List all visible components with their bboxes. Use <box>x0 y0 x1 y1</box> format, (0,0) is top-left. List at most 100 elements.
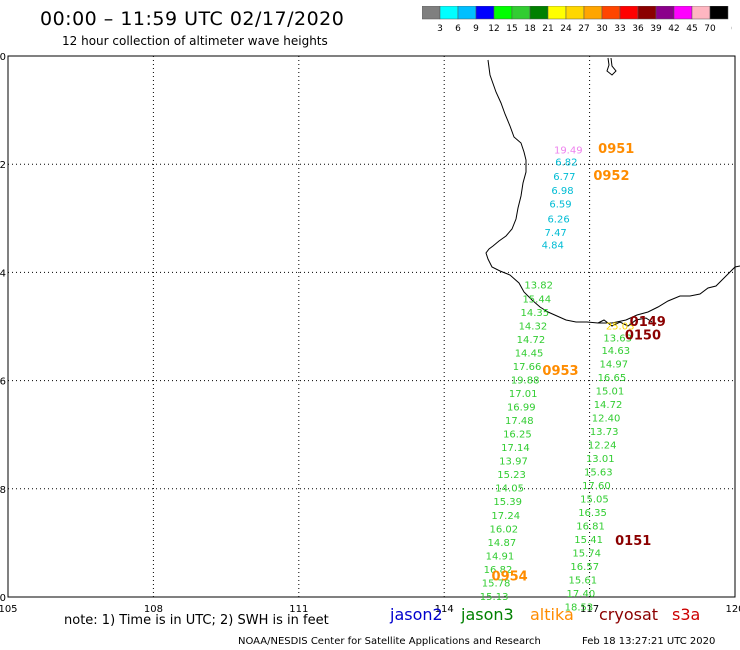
swh-label-jason3: 17.40 <box>567 589 596 600</box>
generated-timestamp: Feb 18 13:27:21 UTC 2020 <box>582 636 716 647</box>
swh-label-altika: 16.99 <box>507 403 536 414</box>
swh-label-altika: 14.72 <box>517 335 546 346</box>
swh-label-jason3: 15.01 <box>596 386 625 397</box>
coastline-west-australia <box>485 59 740 324</box>
swh-label-jason3: 15.63 <box>584 467 613 478</box>
map-frame <box>7 55 736 598</box>
map-subtitle: 12 hour collection of altimeter wave hei… <box>62 34 328 48</box>
swh-label-jason3: 14.97 <box>600 359 629 370</box>
colorbar-tick-label: 15 <box>506 24 517 34</box>
swh-label-altika: 14.45 <box>515 348 544 359</box>
swh-label-altika: 13.82 <box>524 280 553 291</box>
colorbar-tick-label: 27 <box>578 24 589 34</box>
swh-label-altika: 15.13 <box>480 592 509 603</box>
colorbar-tick-label: 33 <box>614 24 625 34</box>
swh-label-altika: 14.35 <box>521 308 550 319</box>
pass-time-label: 0951 <box>598 142 634 157</box>
swh-label-altika: 6.77 <box>553 172 575 183</box>
pass-time-label: 0954 <box>492 569 528 584</box>
swh-label-cryosat: 19.49 <box>554 146 583 157</box>
pass-time-label: 0151 <box>615 534 651 549</box>
swh-label-altika: 6.82 <box>555 157 577 168</box>
swh-label-altika: 6.26 <box>547 214 569 225</box>
swh-label-jason3: 13.63 <box>603 333 632 344</box>
swh-label-altika: 15.39 <box>493 497 522 508</box>
colorbar-swatch <box>709 6 729 20</box>
swh-label-jason3: 13.01 <box>586 454 615 465</box>
lat-tick-label: -32 <box>0 160 6 171</box>
pass-time-label: 0953 <box>542 364 578 379</box>
lon-tick-label: 117 <box>580 604 599 615</box>
swh-label-jason3: 15.74 <box>572 549 601 560</box>
swh-label-jason3: 13.73 <box>590 427 619 438</box>
swh-label-altika: 16.25 <box>503 430 532 441</box>
altimeter-tracks: 19.496.82 6.77 6.98 6.59 6.26 7.474.84 13.82 15… <box>480 146 635 614</box>
swh-label-jason3: 16.65 <box>598 373 627 384</box>
swh-label-jason3: 15.61 <box>568 576 597 587</box>
swh-label-altika: 17.48 <box>505 416 534 427</box>
swh-label-cryosat: 25.03 <box>606 321 635 332</box>
map-grid: 105 108 111 114 117 120 -30 -32 -34 -36 -38 -40 <box>0 52 740 615</box>
colorbar-tick-label: 3 <box>437 24 443 34</box>
swh-label-altika: 14.05 <box>495 484 524 495</box>
legend-jason3: jason3 <box>461 605 514 624</box>
legend-cryosat: cryosat <box>599 605 659 624</box>
swh-label-altika: 16.02 <box>489 524 518 535</box>
swh-label-jason3: 15.41 <box>574 535 603 546</box>
swh-label-altika: 17.01 <box>509 389 538 400</box>
swh-label-altika: 14.32 <box>519 321 548 332</box>
swh-label-jason3: 15.05 <box>580 495 609 506</box>
colorbar-unit: (ft) <box>731 24 732 34</box>
colorbar-tick-label: 30 <box>596 24 608 34</box>
swh-label-jason3: 16.81 <box>576 522 605 533</box>
map-title: 00:00 – 11:59 UTC 02/17/2020 <box>40 8 345 30</box>
swh-label-altika: 14.91 <box>486 551 515 562</box>
swh-label-altika: 17.14 <box>501 443 530 454</box>
swh-label-altika: 15.23 <box>497 470 526 481</box>
lat-tick-label: -36 <box>0 377 6 388</box>
colorbar-tick-label: 24 <box>560 24 572 34</box>
lon-tick-label: 105 <box>0 604 18 615</box>
swh-label-altika: 6.59 <box>549 200 571 211</box>
swh-label-altika: 4.84 <box>542 240 564 251</box>
swh-label-altika: 15.78 <box>482 578 511 589</box>
swh-label-altika: 6.98 <box>551 186 573 197</box>
colorbar-tick-label: 12 <box>488 24 499 34</box>
lon-tick-label: 108 <box>144 604 163 615</box>
colorbar-tick-label: 42 <box>668 24 679 34</box>
swh-label-altika: 16.82 <box>484 565 513 576</box>
legend-altika: altika <box>530 605 574 624</box>
swh-label-altika: 19.88 <box>511 376 540 387</box>
swh-label-jason3: 16.57 <box>570 562 599 573</box>
swh-label-jason3: 18.53 <box>565 603 594 614</box>
coastline <box>485 57 740 327</box>
swh-label-altika: 17.24 <box>491 511 520 522</box>
colorbar-tick-label: 9 <box>473 24 479 34</box>
coastline-inlet <box>606 57 617 76</box>
lon-tick-label: 120 <box>725 604 740 615</box>
swh-label-altika: 7.47 <box>545 228 567 239</box>
swh-label-jason3: 17.60 <box>582 481 611 492</box>
swh-label-jason3: 12.40 <box>592 413 621 424</box>
legend-jason2: jason2 <box>390 605 443 624</box>
lon-tick-label: 111 <box>289 604 308 615</box>
pass-time-label: 0952 <box>593 169 629 184</box>
colorbar-tick-label: 39 <box>650 24 662 34</box>
credit-line: NOAA/NESDIS Center for Satellite Applica… <box>238 636 541 647</box>
lat-tick-label: -30 <box>0 52 6 63</box>
coastline-south-detail <box>597 317 653 327</box>
pass-time-label: 0149 <box>630 315 666 330</box>
swh-label-jason3: 14.63 <box>601 346 630 357</box>
colorbar-tick-label: 45 <box>686 24 697 34</box>
colorbar-tick-label: 36 <box>632 24 644 34</box>
swh-label-jason3: 16.35 <box>578 508 607 519</box>
swh-label-jason3: 12.24 <box>588 440 617 451</box>
colorbar-tick-label: 18 <box>524 24 536 34</box>
colorbar-tick-label: 70 <box>704 24 716 34</box>
colorbar-tick-label: 21 <box>542 24 553 34</box>
swh-label-altika: 13.97 <box>499 457 528 468</box>
lat-tick-label: -38 <box>0 485 6 496</box>
swh-label-altika: 14.87 <box>488 538 517 549</box>
